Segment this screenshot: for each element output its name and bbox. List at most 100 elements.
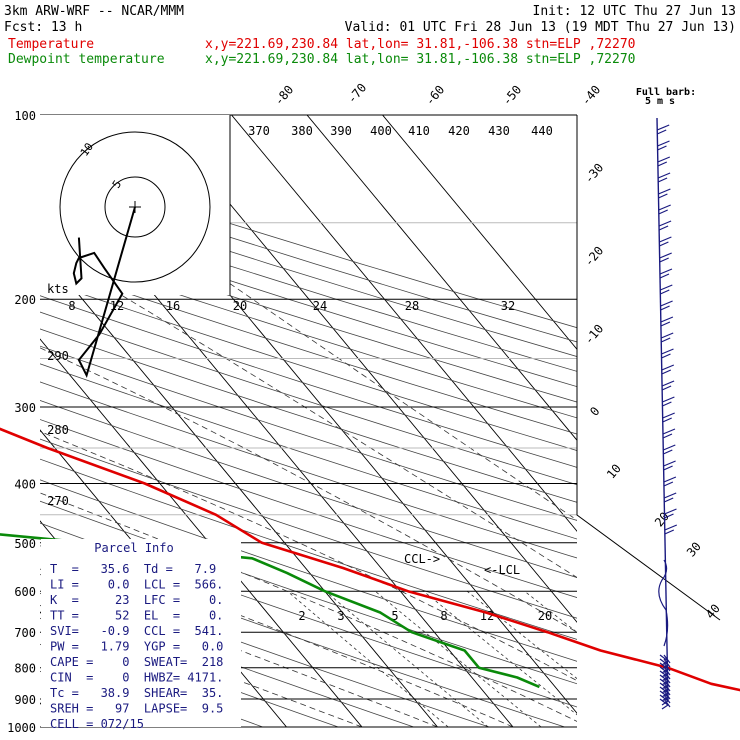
dry-adiabat: [40, 438, 577, 619]
wind-barb: [657, 172, 671, 183]
temperature-label: 10: [604, 461, 624, 481]
dewpoint-profile: [0, 533, 540, 689]
mixing-ratio-line: [423, 590, 577, 716]
valid-time: Valid: 01 UTC Fri 28 Jun 13 (19 MDT Thu …: [345, 20, 736, 35]
wind-barb: [660, 316, 674, 327]
hodograph-label: 8: [68, 299, 75, 313]
forecast-hour: Fcst: 13 h: [4, 20, 82, 35]
dry-adiabat: [40, 568, 490, 727]
wind-barb: [658, 188, 671, 199]
hodograph-label: 12: [110, 299, 124, 313]
dewpoint-label: Dewpoint temperature: [8, 52, 165, 67]
init-time: Init: 12 UTC Thu 27 Jun 13: [533, 4, 737, 19]
wind-barb: [661, 380, 675, 391]
dry-adiabat: [40, 419, 577, 599]
temperature-info: x,y=221.69,230.84 lat,lon= 31.81,-106.38…: [205, 37, 635, 52]
theta-label: 410: [408, 124, 430, 138]
temperature-profile: [0, 427, 740, 692]
barb-staff: [656, 117, 669, 701]
hodograph-ring: [59, 131, 211, 283]
parcel-info-row: K = 23 LFC = 0.: [50, 593, 223, 607]
temperature-label: -30: [582, 161, 607, 187]
theta-left-label: 280: [47, 423, 69, 437]
parcel-info-row: Tc = 38.9 SHEAR= 35.: [50, 686, 223, 700]
dry-adiabat: [40, 458, 577, 640]
wind-barb: [659, 252, 672, 263]
wind-barb: [657, 156, 671, 167]
theta-left-label: 270: [47, 494, 69, 508]
temperature-label: 40: [703, 601, 723, 621]
mixing-ratio-label: 8: [440, 609, 447, 623]
parcel-info-row: SVI= -0.9 CCL = 541.: [50, 624, 223, 638]
pressure-label: 600: [14, 585, 36, 599]
theta-label: 380: [291, 124, 313, 138]
isotherm: [230, 115, 577, 532]
dewpoint-info: x,y=221.69,230.84 lat,lon= 31.81,-106.38…: [205, 52, 635, 67]
chart-header: 3km ARW-WRF -- NCAR/MMM Init: 12 UTC Thu…: [4, 4, 736, 107]
ccl-annotation: CCL->: [404, 552, 440, 566]
pressure-label: 500: [14, 537, 36, 551]
wind-barb: [659, 268, 673, 279]
temperature-label: Temperature: [8, 37, 94, 52]
theta-label: 370: [248, 124, 270, 138]
wind-barb: [657, 140, 670, 151]
parcel-info-panel: Parcel Info T = 35.6 Td = 7.9 LI = 0.0 LC…: [41, 539, 241, 731]
theta-label: 430: [488, 124, 510, 138]
wind-barb: [660, 284, 673, 295]
theta-left-label: 290: [47, 349, 69, 363]
wind-barb: [662, 412, 675, 423]
pressure-label: 100: [14, 109, 36, 123]
temperature-label: -50: [500, 83, 525, 109]
parcel-info-row: TT = 52 EL = 0.: [50, 609, 223, 623]
isotherm: [155, 115, 577, 623]
hodograph-ring: [104, 176, 166, 238]
temperature-label: -10: [582, 322, 607, 348]
wind-barb: [662, 428, 676, 439]
wind-barb: [660, 332, 674, 343]
dry-adiabat: [40, 592, 414, 727]
wind-barb: [661, 364, 675, 375]
mixing-ratio-label: 5: [391, 609, 398, 623]
right-border: [576, 115, 721, 621]
pressure-label: 400: [14, 477, 36, 491]
barb-legend-line1: Full barb:: [636, 87, 696, 98]
hodograph-label: 24: [313, 299, 327, 313]
parcel-info-row: PW = 1.79 YGP = 0.0: [50, 640, 223, 654]
wind-barb: [662, 396, 675, 407]
parcel-info-title: Parcel Info: [94, 541, 173, 555]
dry-adiabat: [40, 400, 577, 578]
temperature-label: 0: [587, 404, 602, 419]
moist-adiabat: [40, 604, 363, 727]
wind-barb: [658, 220, 672, 231]
wind-barb: [656, 124, 670, 135]
hodograph-ring-label: 10: [78, 140, 96, 158]
wind-barb: [663, 476, 677, 487]
parcel-info-row: SREH = 97 LAPSE= 9.5: [50, 702, 223, 716]
parcel-info-row: T = 35.6 Td = 7.9: [50, 562, 216, 576]
mixing-ratio-line: [324, 590, 489, 727]
mixing-ratio-label: 3: [337, 609, 344, 623]
parcel-info-row: CAPE = 0 SWEAT= 218: [50, 655, 223, 669]
wind-barb: [659, 698, 671, 710]
temperature-label: 30: [684, 539, 704, 559]
wind-barb: [663, 492, 677, 503]
hodograph-label: 16: [166, 299, 180, 313]
parcel-info-row: CIN = 0 HWBZ= 4171.: [50, 671, 223, 685]
wind-barb: [663, 444, 676, 455]
hodograph-label: 32: [501, 299, 515, 313]
parcel-info-row: CELL = 072/15: [50, 717, 144, 731]
wind-barb: [660, 300, 673, 311]
mixing-ratio-line: [374, 590, 542, 727]
hodograph-label: 20: [233, 299, 247, 313]
pressure-label: 700: [14, 626, 36, 640]
hodograph-label: 28: [405, 299, 419, 313]
pressure-label: 800: [14, 662, 36, 676]
wind-barb: [663, 460, 676, 471]
isotherm: [381, 115, 577, 350]
theta-label: 400: [370, 124, 392, 138]
theta-label: 420: [448, 124, 470, 138]
wind-barb: [658, 204, 671, 215]
parcel-info-row: LI = 0.0 LCL = 566.: [50, 578, 223, 592]
